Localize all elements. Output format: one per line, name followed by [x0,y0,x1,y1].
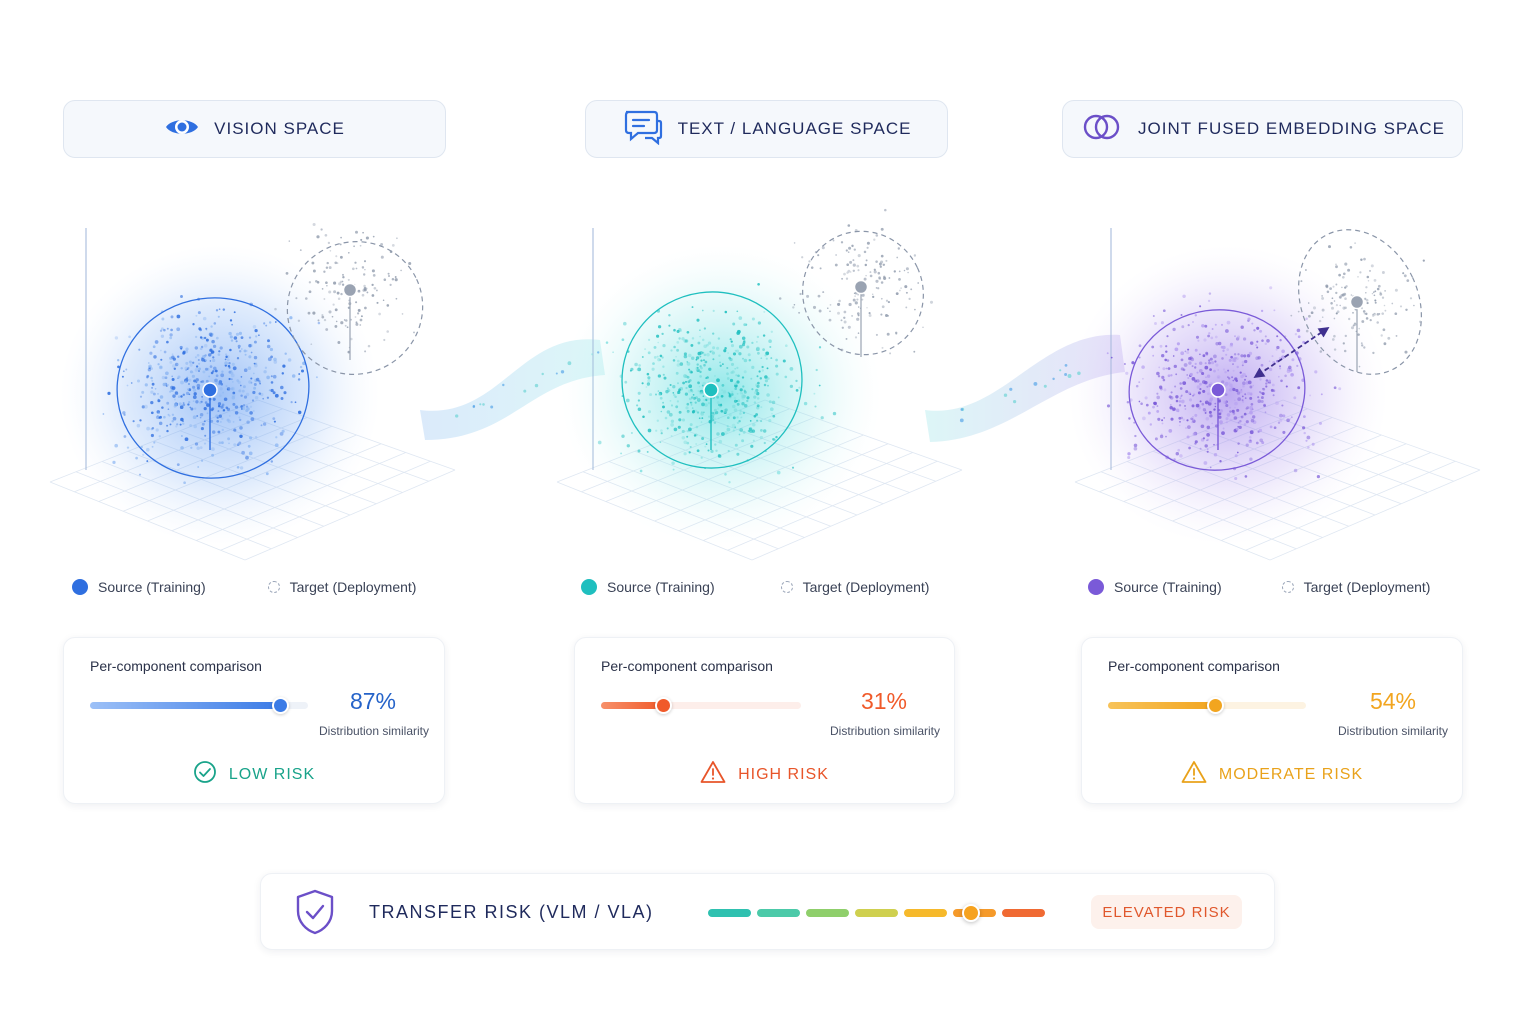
header-title: JOINT FUSED EMBEDDING SPACE [1138,119,1445,138]
risk-label: MODERATE RISK [1218,765,1364,783]
transfer-risk-bar: TRANSFER RISK (VLM / VLA) ELEVATED RISK [260,873,1275,950]
flow-particles [455,351,1081,423]
target-contour [802,230,924,356]
legend-target: Target (Deployment) [1281,579,1431,595]
source-dot-icon [1088,579,1104,595]
risk-indicator: HIGH RISK [575,760,954,789]
similarity-bar [1108,697,1306,714]
source-centroid [202,382,218,398]
overlapping-circles-icon [1080,112,1124,147]
transfer-risk-title: TRANSFER RISK (VLM / VLA) [369,902,654,922]
risk-indicator: LOW RISK [64,760,444,789]
similarity-bar [90,697,308,714]
shift-distance-arrow [1253,326,1330,379]
risk-scale-segment [1002,909,1045,917]
flow-ribbon-vision-to-text [420,339,605,440]
legend-source-label: Source (Training) [1114,579,1222,595]
risk-level-marker [961,904,980,922]
eye-icon [164,115,200,144]
embedding-panel-joint [1068,228,1481,561]
header-vision-space: VISION SPACE [63,100,446,158]
source-points [591,282,837,484]
legend-target-label: Target (Deployment) [1303,579,1431,595]
chat-bubbles-icon [622,109,664,150]
similarity-percent: 54% [1369,688,1417,714]
source-density-cloud [561,245,881,545]
card-title: Per-component comparison [1108,658,1280,674]
legend-text: Source (Training) Target (Deployment) [581,574,961,600]
similarity-knob [271,697,289,714]
legend-vision: Source (Training) Target (Deployment) [72,574,452,600]
risk-scale-segment [806,909,849,917]
legend-target: Target (Deployment) [780,579,930,595]
comparison-card-joint: Per-component comparison 54% Distributio… [1081,637,1463,804]
legend-source: Source (Training) [1088,579,1222,595]
similarity-label: Distribution similarity [1337,724,1449,738]
target-contour [1298,229,1422,375]
risk-label: LOW RISK [228,765,316,783]
source-contour [116,297,310,479]
target-dot-icon [1281,581,1294,593]
legend-source: Source (Training) [72,579,206,595]
shield-check-icon [295,889,335,940]
comparison-card-text: Per-component comparison 31% Distributio… [574,637,955,804]
source-points [102,295,321,485]
source-density-cloud [1068,245,1388,545]
embedding-panel-vision [49,222,456,561]
legend-source: Source (Training) [581,579,715,595]
source-dot-icon [581,579,597,595]
target-dot-icon [267,581,280,593]
header-text-space: TEXT / LANGUAGE SPACE [585,100,948,158]
target-centroid [1349,294,1365,310]
elevated-risk-badge: ELEVATED RISK [1091,895,1242,929]
legend-target: Target (Deployment) [267,579,417,595]
embedding-space-visualization [49,208,1481,561]
card-title: Per-component comparison [601,658,773,674]
similarity-bar-fill [90,702,280,709]
risk-scale-segment [855,909,898,917]
similarity-percent: 87% [349,688,397,714]
similarity-label: Distribution similarity [829,724,941,738]
header-title: VISION SPACE [214,119,345,138]
legend-joint: Source (Training) Target (Deployment) [1088,574,1468,600]
risk-label: HIGH RISK [738,765,829,783]
legend-source-label: Source (Training) [607,579,715,595]
similarity-bar [601,697,801,714]
risk-scale-segment [708,909,751,917]
similarity-label: Distribution similarity [318,724,430,738]
target-contour [286,241,424,375]
warning-triangle-icon [700,760,726,789]
similarity-bar-fill [601,702,663,709]
legend-target-label: Target (Deployment) [802,579,930,595]
target-centroid [853,279,869,295]
similarity-knob [655,697,672,714]
check-circle-icon [193,760,217,789]
source-centroid [1210,382,1226,398]
card-title: Per-component comparison [90,658,262,674]
similarity-knob [1206,697,1224,714]
risk-scale-segment [757,909,800,917]
source-contour [621,291,803,469]
source-dot-icon [72,579,88,595]
similarity-bar-fill [1108,702,1215,709]
comparison-card-vision: Per-component comparison 87% Distributio… [63,637,445,804]
header-joint-space: JOINT FUSED EMBEDDING SPACE [1062,100,1463,158]
source-density-cloud [60,245,380,545]
legend-source-label: Source (Training) [98,579,206,595]
target-dot-icon [780,581,793,593]
risk-indicator: MODERATE RISK [1082,760,1462,789]
similarity-percent: 31% [860,688,908,714]
source-centroid [703,382,719,398]
legend-target-label: Target (Deployment) [289,579,417,595]
target-centroid [342,282,358,298]
embedding-panel-text [556,208,963,561]
risk-scale-segment [904,909,947,917]
warning-triangle-icon [1181,760,1207,789]
header-title: TEXT / LANGUAGE SPACE [677,119,912,138]
